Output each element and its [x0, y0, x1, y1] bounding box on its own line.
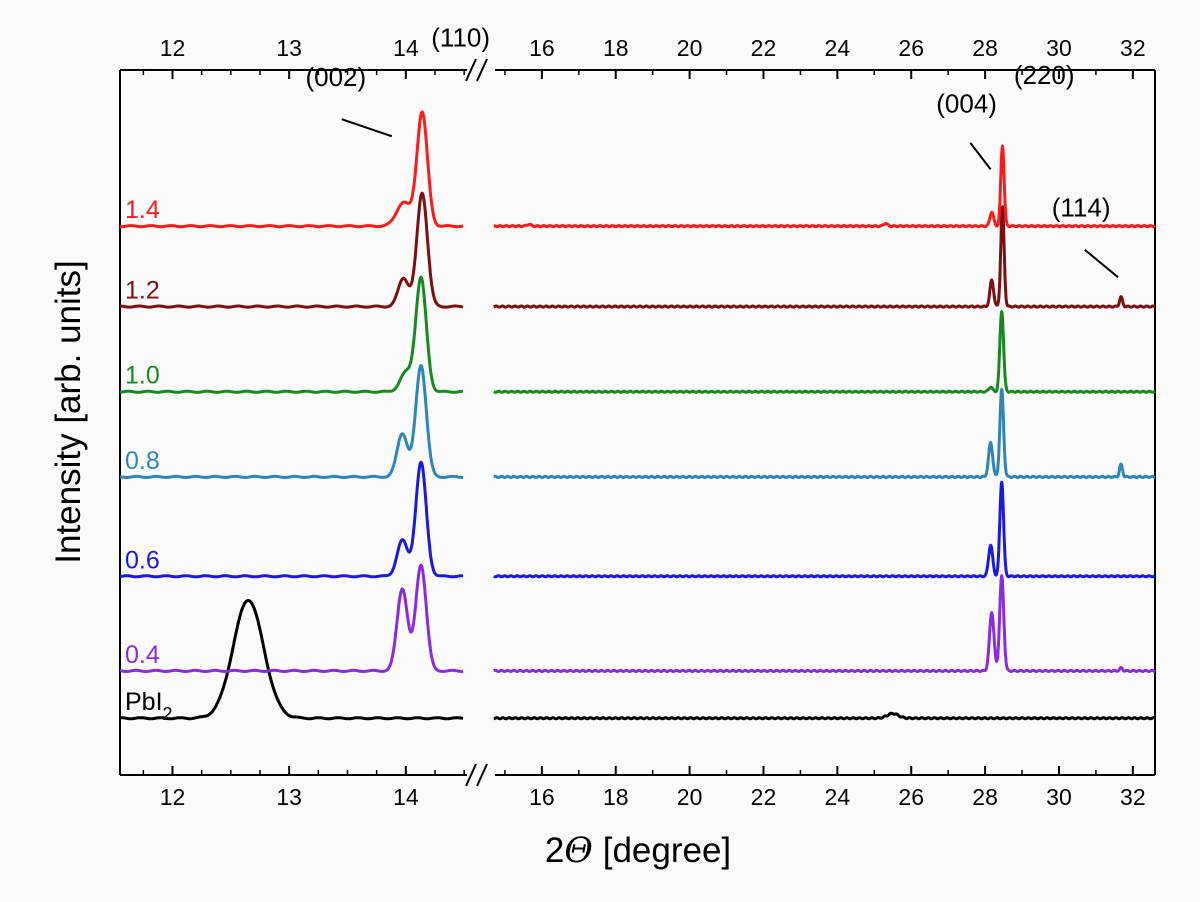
series-label-subscript: 2 [163, 704, 173, 724]
series-label-0.8: 0.8 [125, 447, 160, 475]
series-line-right-0.4 [492, 574, 1157, 673]
series-label-1.2: 1.2 [125, 277, 160, 305]
series-label-PbI2: PbI2 [125, 688, 173, 724]
x-axis-title: 2Θ [degree] [545, 831, 731, 871]
series-line-left-1.0 [119, 275, 464, 394]
annotation-002: (002) [305, 62, 366, 92]
series-1.2: 1.2 [119, 191, 1157, 309]
series-label-main: 0.8 [125, 447, 160, 475]
x-tick-label-bottom-18: 18 [603, 784, 629, 810]
annotation-layer: (002) (110) (004) (220) (114) [305, 22, 1119, 279]
annotation-114: (114) [1052, 193, 1111, 223]
plot-frame [119, 69, 1156, 776]
series-label-main: 1.4 [125, 196, 160, 224]
x-tick-label-bottom-13: 13 [276, 784, 302, 810]
series-label-main: 0.4 [125, 641, 160, 669]
x-tick-label-top-24: 24 [825, 35, 851, 61]
x-tick-label-top-22: 22 [751, 35, 777, 61]
x-tick-label-top-13: 13 [276, 35, 302, 61]
series-label-main: PbI [125, 688, 163, 716]
x-tick-label-top-12: 12 [160, 35, 186, 61]
axis-break [465, 58, 488, 787]
x-tick-label-bottom-28: 28 [972, 784, 998, 810]
x-tick-label-bottom-24: 24 [825, 784, 851, 810]
series-line-right-1.4 [492, 144, 1157, 229]
x-tick-label-top-18: 18 [603, 35, 629, 61]
x-tick-label-top-16: 16 [529, 35, 555, 61]
tick-layer: 12 12 13 13 14 14 16 16 18 18 20 20 22 22 24 24 26 26 28 28… [142, 35, 1146, 810]
x-tick-label-top-28: 28 [972, 35, 998, 61]
x-tick-label-bottom-14: 14 [393, 784, 419, 810]
series-label-main: 1.0 [125, 362, 160, 390]
series-0.6: 0.6 [119, 460, 1157, 579]
break-slash-1-0 [465, 763, 477, 787]
x-tick-label-bottom-32: 32 [1120, 784, 1146, 810]
series-0.4: 0.4 [119, 563, 1157, 673]
series-label-main: 1.2 [125, 277, 160, 305]
break-slash-1-1 [476, 763, 488, 787]
series-line-left-0.8 [119, 364, 464, 479]
series-1.0: 1.0 [119, 275, 1157, 394]
annotation-pointer-004 [969, 142, 992, 170]
x-tick-label-bottom-16: 16 [529, 784, 555, 810]
series-0.8: 0.8 [119, 364, 1157, 479]
x-axis-title-theta: Θ [564, 831, 593, 871]
x-tick-label-bottom-22: 22 [751, 784, 777, 810]
annotation-pointer-002 [341, 118, 393, 138]
x-axis-title-prefix: 2 [545, 831, 564, 870]
series-line-left-1.2 [119, 191, 464, 309]
x-tick-label-bottom-20: 20 [677, 784, 703, 810]
series-line-left-1.4 [119, 110, 464, 229]
annotation-004: (004) [936, 89, 997, 119]
series-line-left-0.4 [119, 563, 464, 673]
series-line-right-0.8 [492, 387, 1157, 479]
y-axis-title: Intensity [arb. units] [49, 260, 88, 563]
x-tick-label-top-26: 26 [898, 35, 924, 61]
series-line-right-0.6 [492, 480, 1157, 579]
annotation-pointer-114 [1084, 249, 1119, 279]
x-tick-label-bottom-12: 12 [160, 784, 186, 810]
x-axis-title-suffix: [degree] [593, 831, 731, 870]
annotation-110: (110) [431, 22, 490, 52]
series-line-left-PbI2 [119, 599, 464, 721]
series-line-left-0.6 [119, 460, 464, 579]
series-line-right-1.0 [492, 310, 1157, 394]
x-tick-label-top-14: 14 [393, 35, 419, 61]
annotation-220: (220) [1014, 60, 1075, 90]
series-label-0.4: 0.4 [125, 641, 160, 669]
x-tick-label-bottom-30: 30 [1046, 784, 1072, 810]
series-line-right-PbI2 [492, 711, 1157, 721]
break-slash-0-1 [476, 58, 488, 82]
series-label-1.4: 1.4 [125, 196, 160, 224]
series-label-main: 0.6 [125, 546, 160, 574]
series-label-0.6: 0.6 [125, 546, 160, 574]
series-label-1.0: 1.0 [125, 362, 160, 390]
x-tick-label-bottom-26: 26 [898, 784, 924, 810]
series-line-right-1.2 [492, 205, 1157, 309]
x-tick-label-top-32: 32 [1120, 35, 1146, 61]
break-slash-0-0 [465, 58, 477, 82]
series-PbI2: PbI2 [119, 599, 1157, 724]
series-1.4: 1.4 [119, 110, 1157, 229]
x-tick-label-top-30: 30 [1046, 35, 1072, 61]
series-layer: PbI2 0.4 0.6 0.8 1.0 1.2 1.4 [119, 110, 1157, 724]
x-tick-label-top-20: 20 [677, 35, 703, 61]
